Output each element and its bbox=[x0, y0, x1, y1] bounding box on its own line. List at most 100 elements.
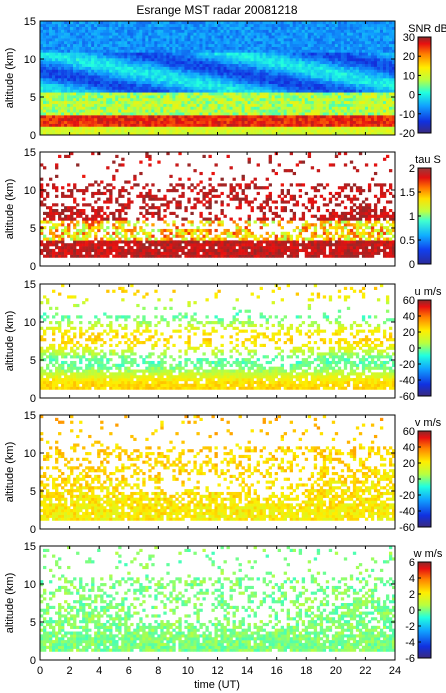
heatmap-cell bbox=[280, 97, 284, 102]
heatmap-cell bbox=[286, 80, 290, 84]
heatmap-cell bbox=[43, 126, 47, 130]
heatmap-cell bbox=[352, 80, 357, 84]
heatmap-cell bbox=[67, 214, 71, 218]
heatmap-cell bbox=[262, 95, 266, 99]
heatmap-cell bbox=[97, 115, 101, 119]
heatmap-cell bbox=[367, 55, 372, 59]
heatmap-cell bbox=[307, 78, 312, 82]
heatmap-cell bbox=[169, 21, 173, 25]
heatmap-cell bbox=[79, 52, 83, 56]
heatmap-cell bbox=[193, 126, 197, 130]
heatmap-cell bbox=[52, 209, 56, 213]
heatmap-cell bbox=[46, 117, 50, 122]
heatmap-cell bbox=[328, 23, 333, 27]
heatmap-cell bbox=[160, 58, 164, 62]
heatmap-cell bbox=[262, 35, 266, 39]
heatmap-cell bbox=[121, 120, 125, 124]
heatmap-cell bbox=[268, 86, 272, 90]
heatmap-cell bbox=[325, 63, 330, 67]
heatmap-cell bbox=[298, 97, 303, 102]
heatmap-cell bbox=[127, 83, 131, 87]
heatmap-cell bbox=[139, 106, 143, 110]
heatmap-cell bbox=[82, 69, 86, 73]
heatmap-cell bbox=[277, 89, 281, 93]
heatmap-cell bbox=[139, 132, 143, 136]
heatmap-cell bbox=[115, 132, 119, 136]
heatmap-cell bbox=[199, 32, 203, 36]
heatmap-cell bbox=[55, 194, 59, 198]
heatmap-cell bbox=[358, 86, 363, 90]
heatmap-cell bbox=[271, 38, 275, 42]
heatmap-cell bbox=[64, 194, 68, 198]
heatmap-cell bbox=[217, 132, 221, 136]
heatmap-cell bbox=[190, 38, 194, 42]
heatmap-cell bbox=[265, 126, 269, 130]
heatmap-cell bbox=[313, 52, 318, 56]
heatmap-cell bbox=[322, 21, 327, 25]
heatmap-cell bbox=[373, 89, 378, 93]
heatmap-cell bbox=[112, 100, 116, 104]
heatmap-cell bbox=[148, 103, 152, 107]
heatmap-cell bbox=[166, 100, 170, 104]
heatmap-cell bbox=[55, 26, 59, 30]
heatmap-cell bbox=[310, 46, 315, 50]
heatmap-cell bbox=[340, 69, 345, 73]
heatmap-cell bbox=[313, 63, 318, 67]
heatmap-cell bbox=[325, 117, 330, 122]
heatmap-cell bbox=[274, 83, 278, 87]
heatmap-cell bbox=[265, 80, 269, 84]
heatmap-cell bbox=[310, 43, 315, 47]
heatmap-cell bbox=[169, 89, 173, 93]
heatmap-cell bbox=[157, 29, 161, 33]
heatmap-cell bbox=[202, 63, 206, 67]
heatmap-cell bbox=[382, 69, 387, 73]
heatmap-cell bbox=[262, 120, 266, 124]
heatmap-cell bbox=[94, 86, 98, 90]
heatmap-cell bbox=[130, 120, 134, 124]
heatmap-cell bbox=[43, 66, 47, 70]
heatmap-cell bbox=[295, 109, 300, 113]
heatmap-cell bbox=[166, 78, 170, 82]
heatmap-cell bbox=[343, 29, 348, 33]
heatmap-cell bbox=[55, 97, 59, 102]
heatmap-cell bbox=[322, 80, 327, 84]
heatmap-cell bbox=[310, 69, 315, 73]
heatmap-cell bbox=[316, 86, 321, 90]
heatmap-cell bbox=[286, 38, 290, 42]
heatmap-cell bbox=[103, 112, 107, 116]
heatmap-cell bbox=[367, 32, 372, 36]
heatmap-cell bbox=[328, 95, 333, 99]
heatmap-cell bbox=[40, 126, 44, 130]
heatmap-cell bbox=[115, 123, 119, 127]
heatmap-cell bbox=[163, 58, 167, 62]
heatmap-cell bbox=[382, 123, 387, 127]
heatmap-cell bbox=[349, 66, 354, 70]
heatmap-cell bbox=[238, 126, 242, 130]
heatmap-cell bbox=[100, 75, 104, 79]
heatmap-cell bbox=[100, 80, 104, 84]
heatmap-cell bbox=[352, 132, 357, 136]
heatmap-cell bbox=[343, 83, 348, 87]
heatmap-cell bbox=[103, 89, 107, 93]
heatmap-cell bbox=[295, 75, 300, 79]
heatmap-cell bbox=[331, 100, 336, 104]
heatmap-cell bbox=[310, 92, 315, 96]
heatmap-cell bbox=[361, 126, 366, 130]
heatmap-cell bbox=[178, 26, 182, 30]
heatmap-cell bbox=[304, 83, 309, 87]
heatmap-cell bbox=[343, 46, 348, 50]
heatmap-cell bbox=[334, 89, 339, 93]
heatmap-cell bbox=[223, 126, 227, 130]
heatmap-cell bbox=[190, 106, 194, 110]
heatmap-cell bbox=[295, 52, 300, 56]
heatmap-cell bbox=[241, 52, 245, 56]
heatmap-cell bbox=[265, 115, 269, 119]
heatmap-cell bbox=[118, 49, 122, 53]
heatmap-cell bbox=[175, 46, 179, 50]
heatmap-cell bbox=[346, 29, 351, 33]
heatmap-cell bbox=[352, 69, 357, 73]
y-tick-label: 0 bbox=[30, 130, 36, 142]
heatmap-cell bbox=[130, 69, 134, 73]
heatmap-cell bbox=[241, 75, 245, 79]
heatmap-cell bbox=[352, 120, 357, 124]
